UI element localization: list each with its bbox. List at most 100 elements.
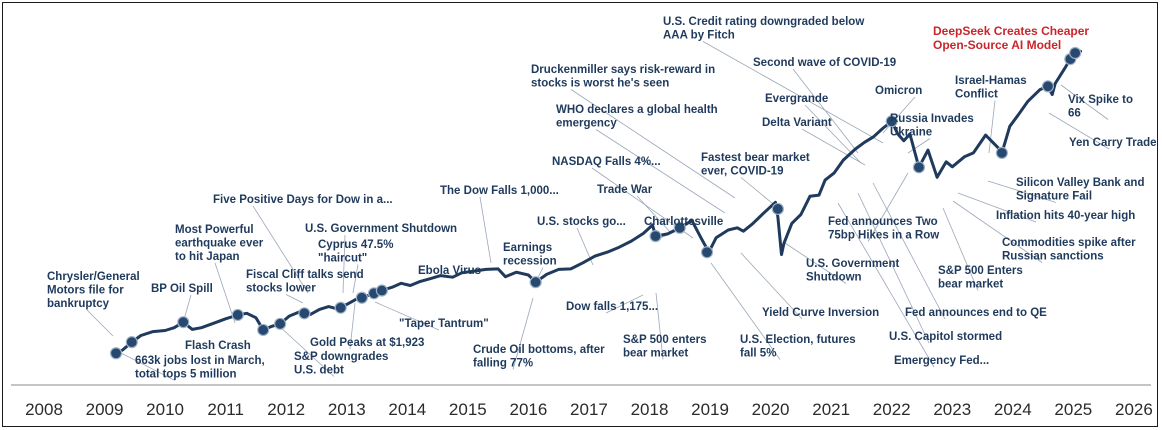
event-annotation: Trade War bbox=[597, 184, 653, 196]
event-annotation: Earnings recession bbox=[503, 242, 557, 268]
annotation-leader-line bbox=[710, 262, 781, 360]
event-annotation: Russia Invades Ukraine bbox=[890, 113, 974, 139]
annotation-leader-line bbox=[1048, 112, 1110, 150]
event-annotation: Charlottesville bbox=[644, 216, 723, 228]
event-annotation: Emergency Fed... bbox=[894, 355, 989, 367]
x-tick-label: 2021 bbox=[812, 400, 850, 419]
x-tick-label: 2010 bbox=[146, 400, 184, 419]
annotation-leader-line bbox=[285, 294, 304, 304]
event-annotation: Commodities spike after Russian sanctions bbox=[1002, 237, 1136, 263]
event-marker bbox=[231, 308, 244, 322]
annotation-leader-line bbox=[570, 89, 736, 199]
chart-svg: Chrysler/General Motors file for bankruptc… bbox=[11, 16, 1157, 419]
event-annotation: Most Powerful earthquake ever to hit Japan bbox=[175, 224, 264, 263]
event-annotation: Fed announces Two 75bp Hikes in a Row bbox=[828, 216, 939, 242]
x-tick-label: 2022 bbox=[873, 400, 911, 419]
event-marker bbox=[375, 284, 388, 297]
event-annotation: Fed announces end to QE bbox=[905, 307, 1047, 319]
event-annotation: Omicron bbox=[875, 85, 922, 97]
annotation-leader-line bbox=[120, 352, 176, 381]
x-tick-label: 2025 bbox=[1054, 400, 1092, 419]
x-tick-label: 2020 bbox=[752, 400, 790, 419]
annotation-leader-line bbox=[374, 301, 440, 331]
x-tick-label: 2013 bbox=[328, 400, 366, 419]
event-annotation: Vix Spike to 66 bbox=[1068, 94, 1133, 120]
annotation-leader-line bbox=[1060, 84, 1109, 120]
annotation-leader-line bbox=[352, 264, 359, 294]
annotation-leader-line bbox=[882, 96, 916, 134]
annotation-leader-line bbox=[804, 104, 862, 164]
event-annotation: Fastest bear market ever, COVID-19 bbox=[701, 152, 810, 178]
event-annotation: Druckenmiller says risk-reward in stocks … bbox=[531, 64, 715, 90]
x-tick-label: 2017 bbox=[570, 400, 608, 419]
event-marker bbox=[673, 221, 686, 234]
annotation-leader-line bbox=[988, 100, 996, 154]
annotation-leader-line bbox=[636, 195, 672, 234]
event-annotation: Crude Oil bottoms, after falling 77% bbox=[473, 344, 605, 370]
x-tick-label: 2014 bbox=[388, 400, 426, 419]
event-marker bbox=[125, 336, 138, 349]
event-annotation: Yen Carry Trade bbox=[1069, 137, 1157, 149]
event-annotation: U.S. Government Shutdown bbox=[305, 223, 457, 235]
x-tick-label: 2008 bbox=[25, 400, 63, 419]
annotation-leader-line bbox=[86, 309, 114, 337]
annotation-leader-line bbox=[987, 180, 1057, 203]
event-marker bbox=[529, 276, 542, 289]
annotation-leader-line bbox=[349, 302, 356, 350]
annotation-leader-line bbox=[595, 129, 726, 214]
event-annotation: NASDAQ Falls 4%... bbox=[552, 156, 661, 168]
event-annotation: U.S. Election, futures fall 5% bbox=[740, 334, 856, 360]
annotation-leader-line bbox=[740, 252, 803, 320]
event-annotation: Silicon Valley Bank and Signature Fail bbox=[1016, 177, 1144, 203]
event-marker bbox=[912, 161, 926, 174]
event-annotation: Five Positive Days for Dow in a... bbox=[213, 194, 393, 206]
event-annotation: Yield Curve Inversion bbox=[762, 307, 879, 319]
x-tick-label: 2012 bbox=[267, 400, 305, 419]
event-marker bbox=[1069, 46, 1082, 60]
event-marker bbox=[1041, 80, 1055, 93]
event-annotation: 663k jobs lost in March, total tops 5 mil… bbox=[135, 355, 265, 381]
x-tick-label: 2016 bbox=[509, 400, 547, 419]
annotation-leader-line bbox=[857, 192, 930, 344]
event-annotation: DeepSeek Creates Cheaper Open-Source AI M… bbox=[933, 24, 1089, 52]
annotation-leader-line bbox=[867, 172, 909, 242]
event-marker bbox=[649, 230, 662, 243]
annotation-leader-line bbox=[214, 262, 236, 324]
annotation-leader-line bbox=[655, 292, 664, 360]
event-annotation: "Taper Tantrum" bbox=[399, 318, 489, 330]
event-marker bbox=[885, 115, 898, 128]
event-marker bbox=[298, 307, 311, 320]
event-annotation: S&P 500 enters bear market bbox=[623, 334, 707, 360]
event-marker bbox=[274, 317, 287, 330]
x-tick-label: 2023 bbox=[933, 400, 971, 419]
event-annotation: Dow falls 1,175... bbox=[566, 301, 658, 313]
event-annotation: U.S. Capitol stormed bbox=[889, 331, 1002, 343]
event-annotation: Cyprus 47.5% "haircut" bbox=[318, 239, 393, 265]
x-tick-label: 2019 bbox=[691, 400, 729, 419]
annotation-leader-line bbox=[957, 192, 1037, 223]
event-annotation: Gold Peaks at $1,923 bbox=[310, 337, 424, 349]
x-tick-label: 2026 bbox=[1115, 400, 1153, 419]
event-annotation: U.S. Credit rating downgraded below AAA b… bbox=[663, 16, 864, 42]
event-marker bbox=[177, 316, 190, 329]
annotation-leader-line bbox=[605, 294, 644, 314]
event-annotation: Flash Crash bbox=[185, 340, 251, 352]
annotation-leader-line bbox=[479, 196, 492, 264]
annotation-leader-line bbox=[942, 207, 979, 291]
event-annotation: Chrysler/General Motors file for bankruptc… bbox=[47, 271, 140, 310]
x-tick-label: 2011 bbox=[207, 400, 244, 419]
event-annotation: Evergrande bbox=[765, 93, 828, 105]
event-annotation: WHO declares a global health emergency bbox=[556, 104, 718, 130]
event-marker bbox=[995, 146, 1009, 159]
annotation-leader-line bbox=[784, 242, 847, 284]
annotation-leader-line bbox=[740, 177, 779, 209]
event-annotation: Israel-Hamas Conflict bbox=[955, 75, 1027, 101]
event-marker bbox=[334, 301, 347, 314]
event-annotation: Second wave of COVID-19 bbox=[753, 57, 896, 69]
event-annotation: The Dow Falls 1,000... bbox=[440, 185, 559, 197]
event-marker bbox=[355, 291, 368, 304]
annotation-leader-line bbox=[792, 68, 859, 154]
event-marker bbox=[257, 323, 270, 337]
event-annotation: U.S. stocks go... bbox=[537, 216, 626, 228]
